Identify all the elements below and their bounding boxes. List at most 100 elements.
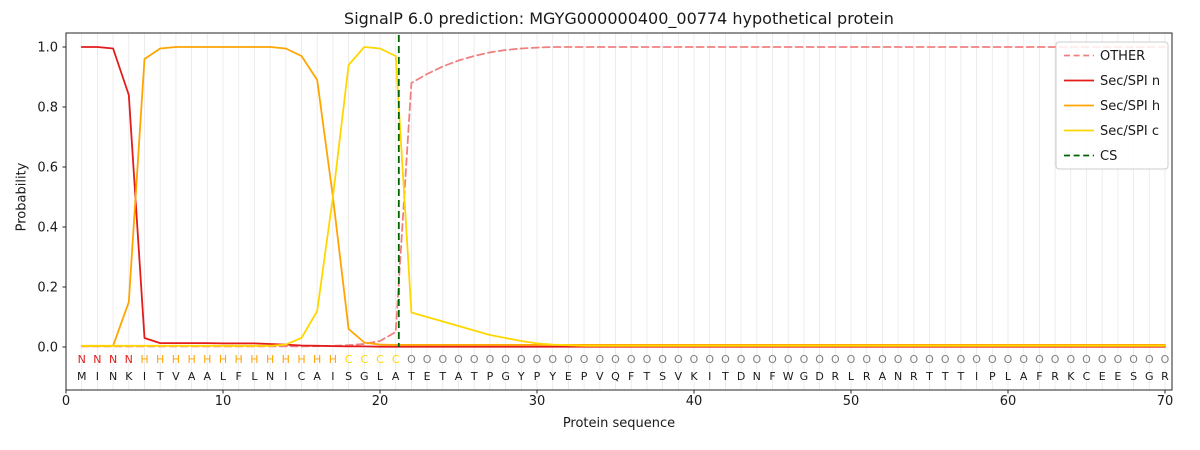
region-letter: O bbox=[658, 353, 667, 366]
x-tick-label: 40 bbox=[686, 394, 703, 409]
region-letter: O bbox=[957, 353, 966, 366]
sequence-letter: G bbox=[800, 370, 809, 383]
sequence-letter: R bbox=[1051, 370, 1059, 383]
legend-label: Sec/SPI h bbox=[1100, 99, 1160, 114]
sequence-letter: A bbox=[204, 370, 212, 383]
region-letter: H bbox=[282, 353, 290, 366]
sequence-letter: L bbox=[848, 370, 855, 383]
y-tick-label: 0.4 bbox=[37, 221, 58, 236]
legend-label: OTHER bbox=[1100, 49, 1145, 64]
sequence-letter: T bbox=[407, 370, 415, 383]
sequence-letter: N bbox=[753, 370, 761, 383]
chart-title: SignalP 6.0 prediction: MGYG000000400_00… bbox=[344, 9, 894, 28]
region-letter: C bbox=[360, 353, 368, 366]
region-letter: H bbox=[235, 353, 243, 366]
region-letter: O bbox=[737, 353, 746, 366]
sequence-letter: K bbox=[690, 370, 698, 383]
y-axis-ticks: 0.0 0.2 0.4 0.6 0.8 1.0 bbox=[37, 41, 66, 356]
region-letter: O bbox=[1004, 353, 1013, 366]
region-letter: O bbox=[533, 353, 542, 366]
sequence-letter: R bbox=[1161, 370, 1169, 383]
region-letter: O bbox=[831, 353, 840, 366]
region-letter: H bbox=[297, 353, 305, 366]
sequence-letter: N bbox=[109, 370, 117, 383]
sequence-letter: C bbox=[298, 370, 306, 383]
region-letter: O bbox=[909, 353, 918, 366]
region-letter: O bbox=[1051, 353, 1060, 366]
sequence-letter: P bbox=[487, 370, 494, 383]
region-letter: H bbox=[140, 353, 148, 366]
region-letter: N bbox=[125, 353, 133, 366]
plot-frame bbox=[65, 32, 1173, 391]
region-letter: O bbox=[564, 353, 573, 366]
sequence-letter: A bbox=[1020, 370, 1028, 383]
region-letter: O bbox=[454, 353, 463, 366]
legend-box bbox=[1055, 41, 1169, 170]
sequence-letter: A bbox=[392, 370, 400, 383]
series-line-sec-spi-h bbox=[80, 46, 1166, 348]
sequence-letter: G bbox=[360, 370, 369, 383]
region-letter: O bbox=[878, 353, 887, 366]
legend-entry-sec-spi-c: Sec/SPI c bbox=[1064, 124, 1159, 139]
region-letter: C bbox=[376, 353, 384, 366]
y-tick-label: 0.6 bbox=[37, 161, 58, 176]
region-letter: N bbox=[78, 353, 86, 366]
sequence-letter: G bbox=[1145, 370, 1154, 383]
region-letter: O bbox=[643, 353, 652, 366]
sequence-letter: S bbox=[345, 370, 352, 383]
sequence-letter: M bbox=[77, 370, 87, 383]
region-letter: N bbox=[93, 353, 101, 366]
legend-label: Sec/SPI n bbox=[1100, 74, 1160, 89]
x-tick-label: 10 bbox=[215, 394, 232, 409]
region-letter: H bbox=[266, 353, 274, 366]
region-letter: O bbox=[674, 353, 683, 366]
region-letter: O bbox=[1114, 353, 1123, 366]
region-letter: O bbox=[1145, 353, 1154, 366]
sequence-letter: Y bbox=[548, 370, 556, 383]
sequence-letter: D bbox=[815, 370, 823, 383]
region-letter: O bbox=[784, 353, 793, 366]
x-axis-label: Protein sequence bbox=[562, 416, 676, 431]
sequence-letter: R bbox=[910, 370, 918, 383]
sequence-letter: F bbox=[1036, 370, 1042, 383]
sequence-letter: I bbox=[143, 370, 146, 383]
sequence-letter: E bbox=[1099, 370, 1106, 383]
region-letter: H bbox=[156, 353, 164, 366]
region-letter: H bbox=[203, 353, 211, 366]
sequence-letter: T bbox=[957, 370, 965, 383]
region-letter: O bbox=[470, 353, 479, 366]
sequence-letter: F bbox=[769, 370, 775, 383]
y-tick-label: 0.0 bbox=[37, 341, 58, 356]
series-line-sec-spi-n bbox=[80, 46, 1166, 348]
region-letter: O bbox=[486, 353, 495, 366]
sequence-letter: I bbox=[975, 370, 978, 383]
series-line-other bbox=[80, 46, 1166, 348]
series-line-sec-spi-c bbox=[80, 46, 1166, 347]
sequence-letter: V bbox=[172, 370, 180, 383]
region-letter: O bbox=[941, 353, 950, 366]
region-letter: O bbox=[847, 353, 856, 366]
legend-entry-cs: CS bbox=[1064, 149, 1117, 164]
sequence-letter: L bbox=[1005, 370, 1012, 383]
region-letter: O bbox=[988, 353, 997, 366]
sequence-letter: E bbox=[1114, 370, 1121, 383]
sequence-letter: T bbox=[941, 370, 949, 383]
region-letter: O bbox=[1161, 353, 1170, 366]
sequence-letter: T bbox=[438, 370, 446, 383]
sequence-letter: F bbox=[236, 370, 242, 383]
region-letter: H bbox=[187, 353, 195, 366]
region-letter: O bbox=[1066, 353, 1075, 366]
y-tick-label: 0.8 bbox=[37, 101, 58, 116]
sequence-letter: R bbox=[831, 370, 839, 383]
region-letter: C bbox=[392, 353, 400, 366]
sequence-letter: T bbox=[470, 370, 478, 383]
legend-entry-other: OTHER bbox=[1064, 49, 1145, 64]
region-letter: H bbox=[250, 353, 258, 366]
region-letter: N bbox=[109, 353, 117, 366]
region-letter: O bbox=[1098, 353, 1107, 366]
x-tick-label: 20 bbox=[372, 394, 389, 409]
region-letter: O bbox=[690, 353, 699, 366]
sequence-letter: T bbox=[156, 370, 164, 383]
region-letter: O bbox=[800, 353, 809, 366]
